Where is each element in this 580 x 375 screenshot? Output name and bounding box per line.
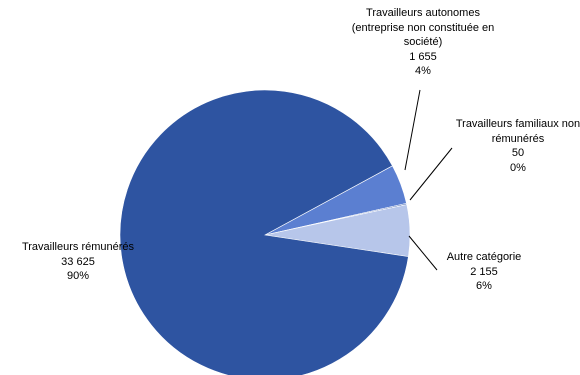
label-autre-categorie: Autre catégorie 2 155 6% (424, 250, 544, 294)
percent-label: 6% (476, 280, 492, 292)
label-line: Travailleurs autonomes (366, 7, 480, 19)
value-label: 1 655 (409, 50, 437, 63)
label-line: Travailleurs rémunérés (21, 241, 135, 253)
value-label: 2 155 (470, 265, 498, 278)
label-line: Autre catégorie (446, 251, 522, 263)
label-travailleurs-familiaux: Travailleurs familiaux non rémunérés 50 … (440, 117, 580, 175)
leader-line (404, 89, 421, 171)
label-line: (entreprise non constituée en (351, 21, 495, 34)
percent-label: 90% (66, 270, 90, 282)
value-label: 33 625 (61, 255, 95, 268)
label-line: société) (403, 36, 443, 48)
leader-line (409, 147, 453, 201)
slice-travailleurs-remuneres (119, 89, 409, 375)
label-line: Travailleurs familiaux non (455, 118, 580, 130)
value-label: 50 (511, 147, 525, 159)
label-line: rémunérés (491, 132, 545, 145)
label-travailleurs-autonomes: Travailleurs autonomes (entreprise non c… (318, 6, 528, 79)
leader-line (408, 235, 438, 271)
percent-label: 4% (415, 65, 431, 77)
percent-label: 0% (510, 161, 526, 174)
label-travailleurs-remuneres: Travailleurs rémunérés 33 625 90% (4, 240, 152, 284)
